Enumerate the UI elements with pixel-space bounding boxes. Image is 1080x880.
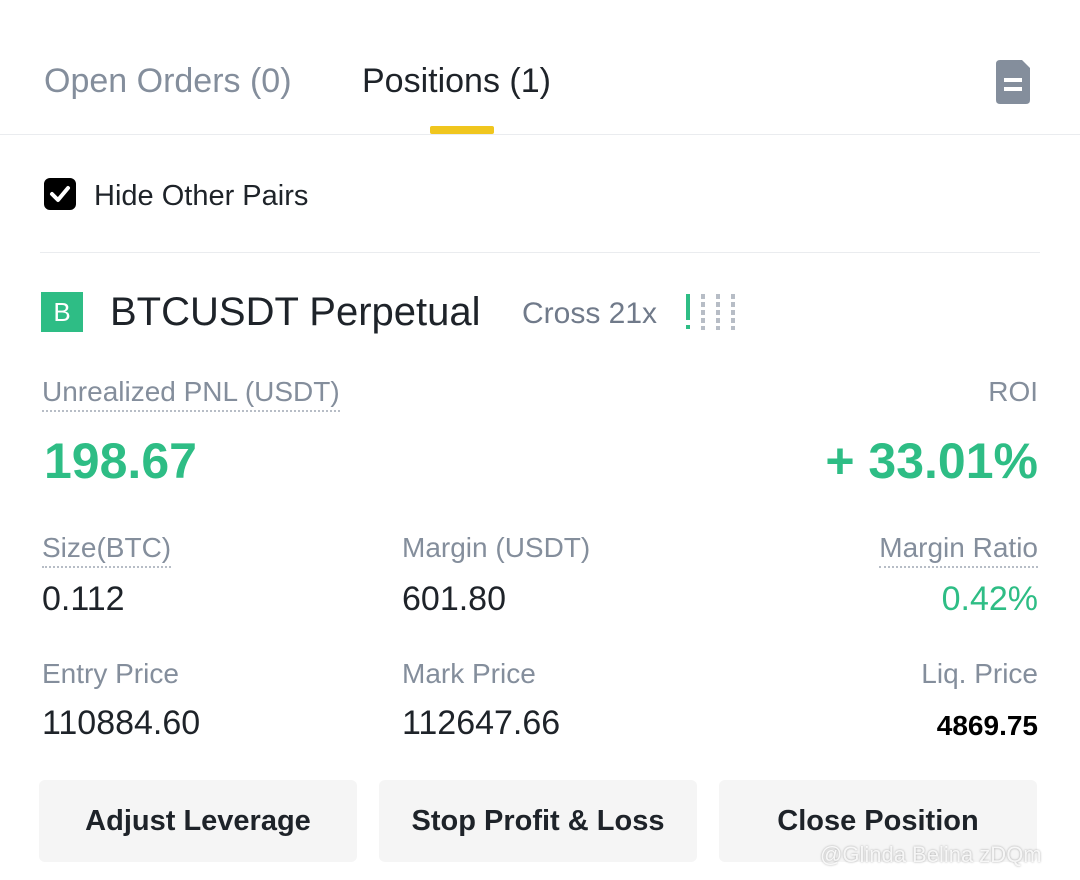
field-value: 601.80 [402,580,506,618]
divider [40,252,1040,253]
field-label: Mark Price [402,658,536,689]
button[interactable]: Stop Profit & Loss [379,780,697,862]
field-label: Margin (USDT) [402,532,591,563]
watermark: @Glinda Belina zDQm [820,842,1042,867]
field-label: Size(BTC) [42,532,172,568]
symbol: BTCUSDT Perpetual [110,290,481,334]
field-value: 4869.75 [936,710,1038,741]
field-label: Entry Price [42,658,179,689]
margin-mode: Cross 21x [522,297,658,330]
filter-label: Hide Other Pairs [94,180,309,212]
document-icon[interactable] [996,60,1032,104]
tab-positions[interactable]: Positions (1) [362,62,551,100]
roi-value: + 33.01% [825,433,1038,489]
field-label: Margin Ratio [879,532,1038,568]
checkbox[interactable] [44,178,76,210]
field-value: 0.112 [42,580,125,618]
divider [0,134,1080,135]
field-value: 112647.66 [402,704,561,742]
tab-open-orders[interactable]: Open Orders (0) [44,62,292,100]
field-label: Liq. Price [921,658,1038,689]
button[interactable]: Close Position [719,780,1037,862]
risk-indicator [686,294,735,330]
pnl-label: Unrealized PNL (USDT) [42,376,340,412]
button[interactable]: Adjust Leverage [39,780,357,862]
roi-label: ROI [988,376,1038,407]
side-badge: B [41,292,83,332]
tab-indicator [430,126,494,134]
field-value: 110884.60 [42,704,201,742]
checkbox-box [44,178,76,210]
checkmark [50,186,70,202]
pnl-value: 198.67 [44,433,197,489]
field-value: 0.42% [941,580,1038,618]
